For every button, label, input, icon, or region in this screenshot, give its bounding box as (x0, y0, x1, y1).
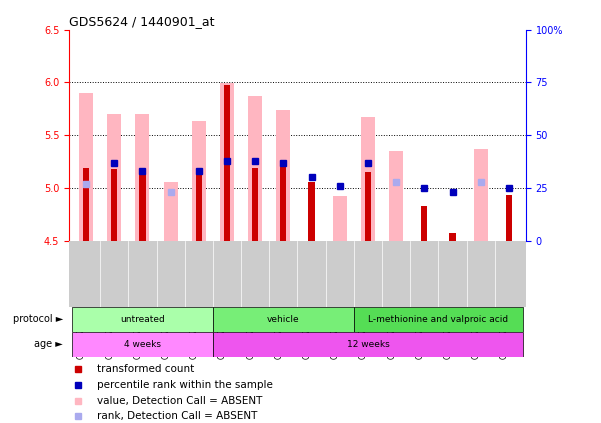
Bar (365, 172, 371, 241)
Text: GDS5624 / 1440901_at: GDS5624 / 1440901_at (69, 16, 215, 28)
Bar (354, 307, 523, 332)
Text: value, Detection Call = ABSENT: value, Detection Call = ABSENT (97, 396, 262, 406)
Bar (252, 168, 258, 241)
Text: 4 weeks: 4 weeks (124, 340, 161, 349)
Bar (224, 85, 230, 241)
Text: vehicle: vehicle (267, 315, 300, 324)
Text: L-methionine and valproic acid: L-methionine and valproic acid (368, 315, 508, 324)
Bar (361, 117, 375, 241)
Bar (196, 172, 202, 241)
Text: percentile rank within the sample: percentile rank within the sample (97, 380, 272, 390)
Bar (308, 182, 315, 241)
Text: untreated: untreated (120, 315, 165, 324)
Bar (220, 83, 234, 241)
Bar (450, 233, 456, 241)
Bar (83, 168, 89, 241)
Bar (421, 206, 427, 241)
Bar (506, 195, 512, 241)
Bar (163, 182, 178, 241)
Bar (72, 332, 213, 357)
Text: rank, Detection Call = ABSENT: rank, Detection Call = ABSENT (97, 412, 257, 421)
Text: 12 weeks: 12 weeks (347, 340, 389, 349)
Bar (111, 169, 117, 241)
Bar (474, 149, 488, 241)
Bar (135, 114, 150, 241)
Text: protocol ►: protocol ► (13, 314, 63, 324)
Bar (79, 93, 93, 241)
Bar (276, 110, 290, 241)
Bar (213, 307, 354, 332)
Text: transformed count: transformed count (97, 364, 194, 374)
Bar (107, 114, 121, 241)
Bar (389, 151, 403, 241)
Bar (139, 169, 145, 241)
Bar (72, 307, 213, 332)
Bar (192, 121, 206, 241)
Bar (213, 332, 523, 357)
Bar (248, 96, 262, 241)
Bar (333, 196, 347, 241)
Text: age ►: age ► (34, 339, 63, 349)
Bar (280, 167, 287, 241)
